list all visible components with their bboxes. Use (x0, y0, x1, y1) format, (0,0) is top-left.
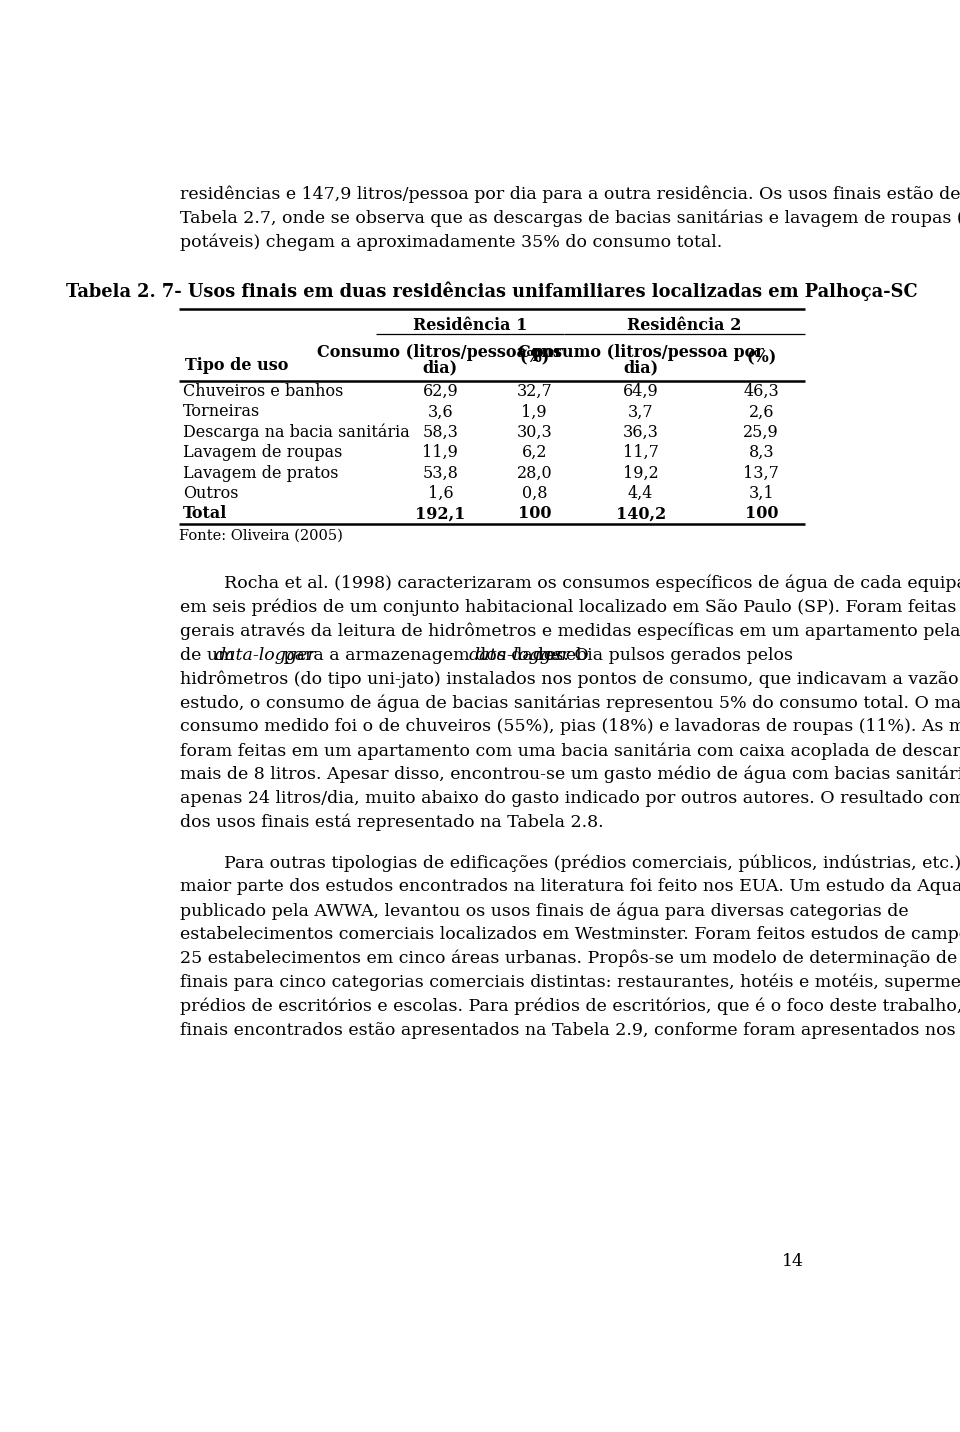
Text: estabelecimentos comerciais localizados em Westminster. Foram feitos estudos de : estabelecimentos comerciais localizados … (180, 927, 960, 944)
Text: 2,6: 2,6 (749, 404, 774, 421)
Text: 11,9: 11,9 (422, 444, 458, 461)
Text: Lavagem de roupas: Lavagem de roupas (182, 444, 342, 461)
Text: Chuveiros e banhos: Chuveiros e banhos (182, 382, 343, 400)
Text: hidrômetros (do tipo uni-jato) instalados nos pontos de consumo, que indicavam a: hidrômetros (do tipo uni-jato) instalado… (180, 670, 960, 687)
Text: finais para cinco categorias comerciais distintas: restaurantes, hotéis e motéis: finais para cinco categorias comerciais … (180, 974, 960, 991)
Text: Residência 1: Residência 1 (413, 316, 527, 334)
Text: Total: Total (182, 505, 227, 523)
Text: 64,9: 64,9 (623, 382, 659, 400)
Text: residências e 147,9 litros/pessoa por dia para a outra residência. Os usos finai: residências e 147,9 litros/pessoa por di… (180, 186, 960, 203)
Text: prédios de escritórios e escolas. Para prédios de escritórios, que é o foco dest: prédios de escritórios e escolas. Para p… (180, 998, 960, 1015)
Text: 0,8: 0,8 (521, 485, 547, 503)
Text: para a armazenagem dos dados. O: para a armazenagem dos dados. O (278, 646, 594, 663)
Text: Para outras tipologias de edificações (prédios comerciais, públicos, indústrias,: Para outras tipologias de edificações (p… (180, 855, 960, 872)
Text: recebia pulsos gerados pelos: recebia pulsos gerados pelos (532, 646, 793, 663)
Text: 192,1: 192,1 (415, 505, 466, 523)
Text: 100: 100 (517, 505, 551, 523)
Text: publicado pela AWWA, levantou os usos finais de água para diversas categorias de: publicado pela AWWA, levantou os usos fi… (180, 902, 909, 919)
Text: potáveis) chegam a aproximadamente 35% do consumo total.: potáveis) chegam a aproximadamente 35% d… (180, 233, 723, 251)
Text: gerais através da leitura de hidrômetros e medidas específicas em um apartamento: gerais através da leitura de hidrômetros… (180, 623, 960, 640)
Text: Fonte: Oliveira (2005): Fonte: Oliveira (2005) (179, 528, 343, 543)
Text: 19,2: 19,2 (623, 464, 659, 481)
Text: foram feitas em um apartamento com uma bacia sanitária com caixa acoplada de des: foram feitas em um apartamento com uma b… (180, 742, 960, 759)
Text: data-logger: data-logger (468, 646, 570, 663)
Text: consumo medido foi o de chuveiros (55%), pias (18%) e lavadoras de roupas (11%).: consumo medido foi o de chuveiros (55%),… (180, 719, 960, 735)
Text: 3,1: 3,1 (749, 485, 774, 503)
Text: Residência 2: Residência 2 (628, 316, 742, 334)
Text: 58,3: 58,3 (422, 424, 458, 441)
Text: 28,0: 28,0 (516, 464, 552, 481)
Text: dia): dia) (422, 359, 458, 377)
Text: apenas 24 litros/dia, muito abaixo do gasto indicado por outros autores. O resul: apenas 24 litros/dia, muito abaixo do ga… (180, 790, 960, 806)
Text: maior parte dos estudos encontrados na literatura foi feito nos EUA. Um estudo d: maior parte dos estudos encontrados na l… (180, 878, 960, 895)
Text: 53,8: 53,8 (422, 464, 458, 481)
Text: 3,7: 3,7 (628, 404, 654, 421)
Text: 1,6: 1,6 (427, 485, 453, 503)
Text: 46,3: 46,3 (743, 382, 780, 400)
Text: 25 estabelecimentos em cinco áreas urbanas. Propôs-se um modelo de determinação : 25 estabelecimentos em cinco áreas urban… (180, 949, 960, 968)
Text: Descarga na bacia sanitária: Descarga na bacia sanitária (182, 424, 410, 441)
Text: (%): (%) (519, 349, 549, 367)
Text: dia): dia) (623, 359, 659, 377)
Text: 8,3: 8,3 (749, 444, 774, 461)
Text: Tabela 2. 7- Usos finais em duas residências unifamiliares localizadas em Palhoç: Tabela 2. 7- Usos finais em duas residên… (66, 281, 918, 301)
Text: Consumo (litros/pessoa por: Consumo (litros/pessoa por (517, 344, 763, 361)
Text: dos usos finais está representado na Tabela 2.8.: dos usos finais está representado na Tab… (180, 813, 604, 831)
Text: 3,6: 3,6 (427, 404, 453, 421)
Text: 11,7: 11,7 (623, 444, 659, 461)
Text: Lavagem de pratos: Lavagem de pratos (182, 464, 338, 481)
Text: 100: 100 (745, 505, 778, 523)
Text: Rocha et al. (1998) caracterizaram os consumos específicos de água de cada equip: Rocha et al. (1998) caracterizaram os co… (180, 574, 960, 593)
Text: 14: 14 (781, 1253, 804, 1270)
Text: Consumo (litros/pessoa por: Consumo (litros/pessoa por (318, 344, 564, 361)
Text: em seis prédios de um conjunto habitacional localizado em São Paulo (SP). Foram : em seis prédios de um conjunto habitacio… (180, 599, 960, 616)
Text: Tipo de uso: Tipo de uso (185, 357, 288, 374)
Text: finais encontrados estão apresentados na Tabela 2.9, conforme foram apresentados: finais encontrados estão apresentados na… (180, 1021, 960, 1038)
Text: 140,2: 140,2 (615, 505, 666, 523)
Text: 36,3: 36,3 (623, 424, 659, 441)
Text: 32,7: 32,7 (516, 382, 552, 400)
Text: 62,9: 62,9 (422, 382, 458, 400)
Text: 13,7: 13,7 (743, 464, 780, 481)
Text: mais de 8 litros. Apesar disso, encontrou-se um gasto médio de água com bacias s: mais de 8 litros. Apesar disso, encontro… (180, 766, 960, 783)
Text: data-logger: data-logger (215, 646, 317, 663)
Text: 25,9: 25,9 (743, 424, 780, 441)
Text: Torneiras: Torneiras (182, 404, 260, 421)
Text: 4,4: 4,4 (628, 485, 654, 503)
Text: 6,2: 6,2 (521, 444, 547, 461)
Text: de um: de um (180, 646, 240, 663)
Text: estudo, o consumo de água de bacias sanitárias representou 5% do consumo total. : estudo, o consumo de água de bacias sani… (180, 695, 960, 712)
Text: (%): (%) (746, 349, 777, 367)
Text: 30,3: 30,3 (516, 424, 552, 441)
Text: Outros: Outros (182, 485, 238, 503)
Text: Tabela 2.7, onde se observa que as descargas de bacias sanitárias e lavagem de r: Tabela 2.7, onde se observa que as desca… (180, 209, 960, 228)
Text: 1,9: 1,9 (521, 404, 547, 421)
